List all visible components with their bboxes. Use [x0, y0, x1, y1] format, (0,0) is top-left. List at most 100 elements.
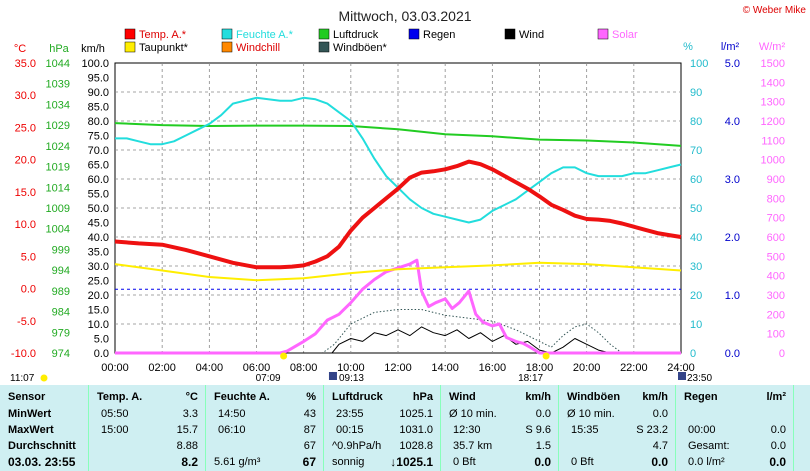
humidity-max: 87: [303, 424, 316, 436]
temp-tick: 15.0: [15, 187, 36, 199]
rain-tick: 3.0: [725, 174, 740, 186]
temp-tick: 25.0: [15, 122, 36, 134]
pressure-tick: 989: [52, 286, 70, 298]
wind-tick: 10.0: [88, 319, 109, 331]
row-label-avg: Durchschnitt: [8, 440, 76, 452]
x-tick: 22:00: [620, 362, 648, 374]
humidity-tick: 50: [690, 203, 702, 215]
solar-tick: 700: [767, 213, 785, 225]
temp-tick: -5.0: [17, 316, 36, 328]
humidity-tick: 10: [690, 319, 702, 331]
wind-unit-label: km/h: [525, 391, 551, 403]
rain-current: 0.0: [769, 455, 786, 469]
pressure-tick: 1019: [46, 162, 70, 174]
pressure-min-time: 23:55: [336, 408, 364, 420]
marker-sunset: 18:17: [518, 373, 543, 384]
humidity-absolute: 5.61 g/m³: [214, 456, 261, 468]
x-tick: 02:00: [148, 362, 176, 374]
wind-bft: 0 Bft: [453, 456, 476, 468]
legend-label: Regen: [423, 29, 455, 41]
solar-tick: 1500: [761, 58, 785, 70]
humidity-tick: 80: [690, 116, 702, 128]
temp-tick: 20.0: [15, 155, 36, 167]
humidity-unit-label: %: [306, 391, 316, 403]
wind-tick: 35.0: [88, 247, 109, 259]
sunrise-icon: [280, 352, 288, 360]
solar-tick: 600: [767, 232, 785, 244]
solar-tick: 1000: [761, 155, 785, 167]
wind-tick: 15.0: [88, 305, 109, 317]
sun-icon: [40, 374, 48, 382]
pressure-tick: 1029: [46, 120, 70, 132]
humidity-tick: 0: [690, 348, 696, 360]
solar-tick: 800: [767, 193, 785, 205]
series-layer: [114, 96, 682, 355]
x-tick: 12:00: [384, 362, 412, 374]
stats-col-sensor: Sensor MinWert MaxWert Durchschnitt 03.0…: [0, 385, 88, 471]
gust-max-time: 15:35: [571, 424, 599, 436]
legend-swatch: [408, 28, 420, 40]
wind-tick: 5.0: [94, 334, 109, 346]
pressure-unit: hPa: [49, 43, 69, 55]
solar-tick: 400: [767, 271, 785, 283]
row-label-max: MaxWert: [8, 424, 54, 436]
wind-tick: 85.0: [88, 102, 109, 114]
temp-tick: 10.0: [15, 219, 36, 231]
temp-header: Temp. A.: [97, 391, 143, 403]
pressure-tick: 1039: [46, 79, 70, 91]
temp-unit: °C: [14, 43, 26, 55]
legend-swatch: [221, 41, 233, 53]
rain-total-label: Gesamt:: [688, 440, 730, 452]
legend-label: Temp. A.*: [139, 29, 187, 41]
legend-label: Wind: [519, 29, 544, 41]
pressure-tick: 1024: [46, 141, 70, 153]
wind-tick: 40.0: [88, 232, 109, 244]
humidity-max-time: 06:10: [218, 424, 246, 436]
humidity-tick: 40: [690, 232, 702, 244]
pressure-avg: 1028.8: [399, 440, 433, 452]
pressure-max: 1031.0: [399, 424, 433, 436]
legend-label: Luftdruck: [333, 29, 379, 41]
wind-header: Wind: [449, 391, 476, 403]
pressure-tick: 994: [52, 265, 70, 277]
legend-swatch: [504, 28, 516, 40]
rain-header: Regen: [684, 391, 718, 403]
credit-text: © Weber Mike: [743, 5, 807, 16]
weather-forecast: sonnig: [332, 456, 365, 468]
pressure-min: 1025.1: [399, 408, 433, 420]
temp-current: 8.2: [181, 455, 198, 469]
humidity-tick: 30: [690, 261, 702, 273]
wind-tick: 65.0: [88, 160, 109, 172]
stats-header-sensor: Sensor: [8, 391, 46, 403]
pressure-tick: 1009: [46, 203, 70, 215]
humidity-unit: %: [683, 41, 693, 53]
humidity-tick: 60: [690, 174, 702, 186]
wind-tick: 0.0: [94, 348, 109, 360]
x-tick: 20:00: [573, 362, 601, 374]
series-line: [114, 122, 682, 147]
humidity-current: 67: [302, 455, 316, 469]
row-label-current: 03.03. 23:55: [8, 455, 76, 469]
x-tick: 04:00: [196, 362, 224, 374]
humidity-min: 43: [303, 408, 316, 420]
solar-tick: 200: [767, 309, 785, 321]
pressure-tick: 999: [52, 244, 70, 256]
legend-label: Taupunkt*: [139, 42, 189, 54]
wind-current: 0.0: [534, 455, 551, 469]
wind-tick: 45.0: [88, 218, 109, 230]
gust-unit-label: km/h: [642, 391, 668, 403]
x-tick: 00:00: [101, 362, 129, 374]
stats-col-extra: [793, 385, 810, 471]
rain-tick: 0.0: [725, 348, 740, 360]
wind-tick: 75.0: [88, 131, 109, 143]
gust-avg: 0.0: [652, 408, 668, 420]
solar-tick: 1400: [761, 77, 785, 89]
legend-swatch: [221, 28, 233, 40]
legend-swatch: [597, 28, 609, 40]
wind-tick: 80.0: [88, 116, 109, 128]
sunset-icon: [542, 352, 550, 360]
gust-current: 0.0: [651, 455, 668, 469]
stats-col-pressure: Luftdruck hPa 23:55 1025.1 00:15 1031.0 …: [323, 385, 441, 471]
gust-bft: 0 Bft: [571, 456, 594, 468]
moon-icon: [328, 372, 337, 380]
